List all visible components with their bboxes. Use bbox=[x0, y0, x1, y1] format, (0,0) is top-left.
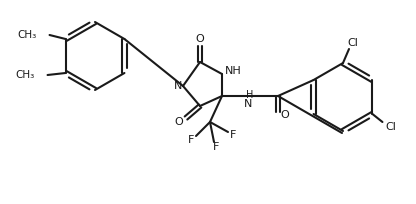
Text: H: H bbox=[246, 90, 254, 100]
Text: Cl: Cl bbox=[347, 38, 359, 48]
Text: N: N bbox=[174, 81, 182, 91]
Text: NH: NH bbox=[225, 66, 241, 76]
Text: F: F bbox=[188, 135, 194, 145]
Text: N: N bbox=[244, 99, 252, 109]
Text: Cl: Cl bbox=[385, 122, 396, 132]
Text: CH₃: CH₃ bbox=[17, 30, 37, 40]
Text: O: O bbox=[281, 110, 290, 120]
Text: CH₃: CH₃ bbox=[15, 70, 35, 80]
Text: O: O bbox=[196, 34, 204, 44]
Text: F: F bbox=[230, 130, 236, 140]
Text: O: O bbox=[175, 117, 183, 127]
Text: F: F bbox=[213, 142, 219, 152]
